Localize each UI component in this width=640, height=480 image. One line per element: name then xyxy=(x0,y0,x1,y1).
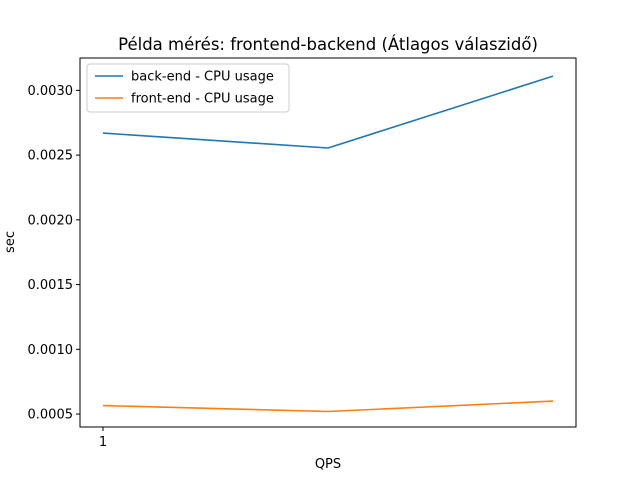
y-tick-label: 0.0025 xyxy=(28,149,74,164)
y-tick-label: 0.0030 xyxy=(28,84,74,99)
plot-frame xyxy=(79,57,577,428)
legend-label-1: back-end - CPU usage xyxy=(131,70,274,85)
y-tick-label: 0.0015 xyxy=(28,278,74,293)
series-line-1 xyxy=(102,75,554,149)
x-axis-label: QPS xyxy=(315,457,341,472)
series-line-2 xyxy=(102,400,554,413)
y-tick-label: 0.0020 xyxy=(28,213,74,228)
y-axis-label: sec xyxy=(3,231,18,253)
plot-area: 0.0005 0.0010 0.0015 0.0020 0.0025 0.0030 1 xyxy=(28,75,554,450)
y-tick-label: 0.0005 xyxy=(28,408,74,423)
y-tick-label: 0.0010 xyxy=(28,343,74,358)
x-tick-label: 1 xyxy=(99,435,107,450)
legend: back-end - CPU usage front-end - CPU usag… xyxy=(86,63,290,113)
legend-label-2: front-end - CPU usage xyxy=(131,92,274,107)
chart-title: Példa mérés: frontend-backend (Átlagos v… xyxy=(118,35,538,54)
legend-box xyxy=(86,63,290,113)
